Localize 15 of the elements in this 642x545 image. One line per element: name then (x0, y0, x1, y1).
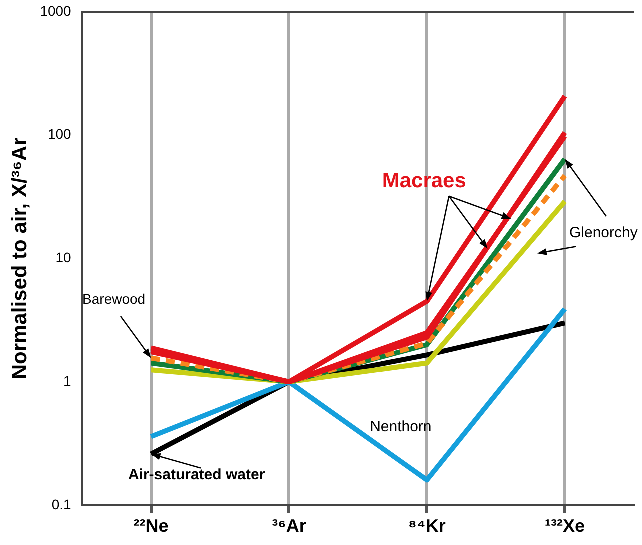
y-tick-label: 1 (64, 372, 72, 389)
y-tick-label: 10 (56, 250, 72, 266)
y-tick-label: 1000 (40, 2, 72, 19)
x-tick-label: ³⁶Ar (272, 516, 306, 536)
y-tick-label: 100 (48, 126, 72, 142)
annotation: Nenthorn (370, 418, 432, 436)
x-tick-label: ²²Ne (134, 516, 169, 536)
annotation: Glenorchy (569, 224, 638, 242)
x-tick-label: ⁸⁴Kr (408, 516, 446, 536)
y-axis-title: Normalised to air, X/³⁶Ar (8, 138, 32, 380)
annotation: Barewood (82, 291, 146, 308)
annotation: Air-saturated water (128, 466, 266, 484)
y-tick-label: 0.1 (52, 496, 72, 512)
x-tick-label: ¹³²Xe (545, 516, 586, 536)
annotation: Macraes (382, 170, 466, 193)
